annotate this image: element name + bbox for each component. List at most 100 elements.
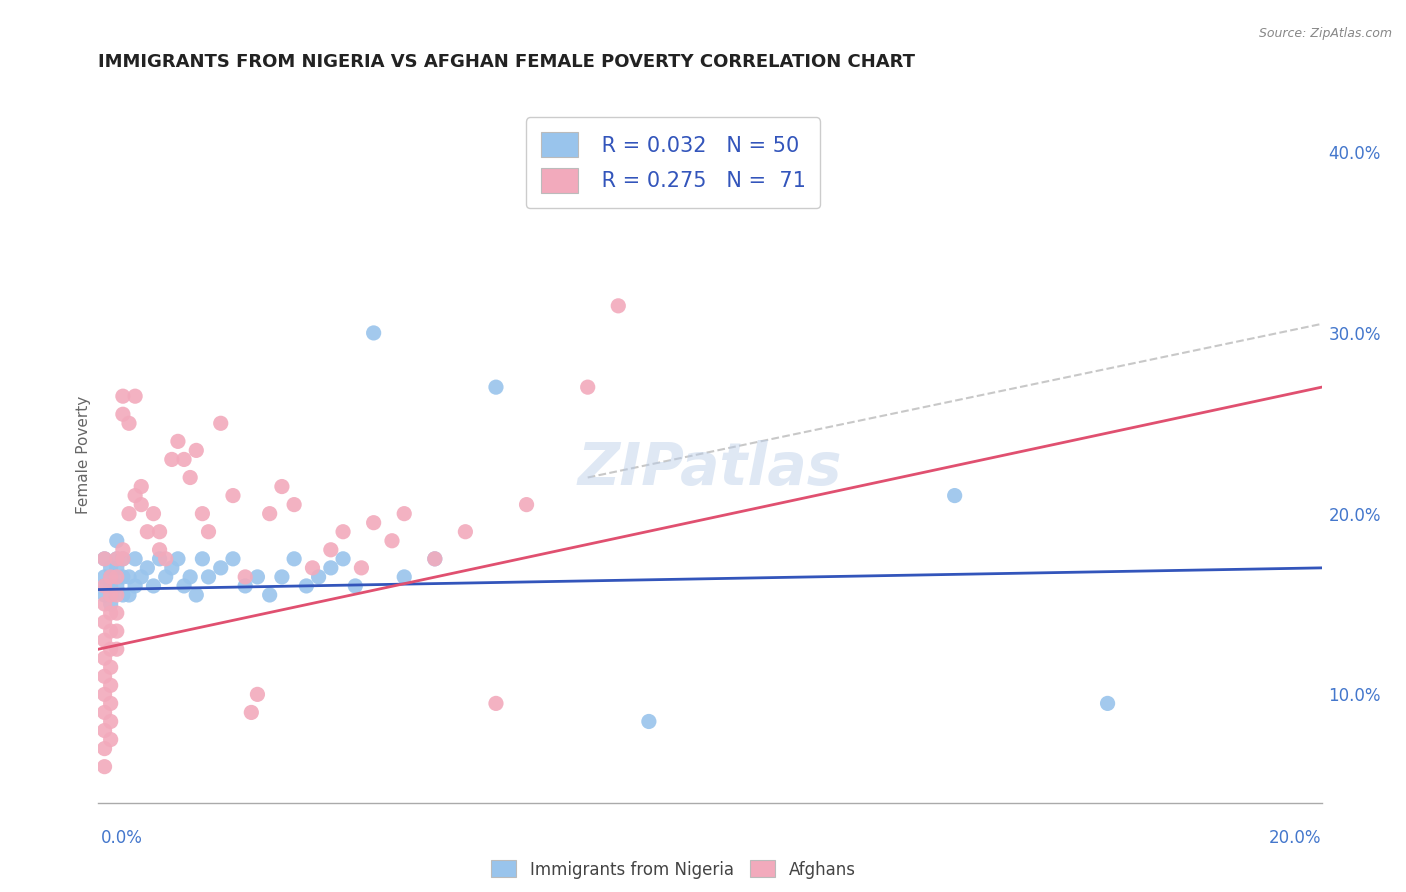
Point bbox=[283, 551, 305, 566]
Point bbox=[197, 524, 219, 539]
Point bbox=[155, 551, 177, 566]
Point bbox=[105, 570, 128, 584]
Point bbox=[295, 579, 318, 593]
Point bbox=[124, 579, 146, 593]
Point bbox=[222, 551, 245, 566]
Point bbox=[576, 380, 599, 394]
Point bbox=[100, 732, 122, 747]
Point bbox=[105, 579, 128, 593]
Point bbox=[93, 579, 115, 593]
Point bbox=[319, 542, 342, 557]
Point bbox=[392, 570, 416, 584]
Point bbox=[100, 570, 122, 584]
Point bbox=[943, 489, 966, 503]
Point bbox=[350, 561, 373, 575]
Point bbox=[454, 524, 477, 539]
Point bbox=[191, 551, 214, 566]
Point bbox=[93, 597, 115, 611]
Point bbox=[485, 697, 508, 711]
Point bbox=[111, 551, 134, 566]
Point bbox=[485, 380, 508, 394]
Point bbox=[93, 759, 115, 773]
Point bbox=[100, 579, 122, 593]
Point bbox=[149, 551, 172, 566]
Point bbox=[173, 452, 195, 467]
Point bbox=[129, 479, 152, 493]
Text: 20.0%: 20.0% bbox=[1270, 829, 1322, 847]
Point bbox=[270, 570, 292, 584]
Point bbox=[283, 498, 305, 512]
Text: IMMIGRANTS FROM NIGERIA VS AFGHAN FEMALE POVERTY CORRELATION CHART: IMMIGRANTS FROM NIGERIA VS AFGHAN FEMALE… bbox=[98, 54, 915, 71]
Point bbox=[149, 524, 172, 539]
Point bbox=[100, 642, 122, 657]
Point bbox=[197, 570, 219, 584]
Point bbox=[142, 507, 165, 521]
Point bbox=[93, 687, 115, 701]
Point bbox=[222, 489, 245, 503]
Point bbox=[363, 516, 385, 530]
Point bbox=[105, 551, 128, 566]
Point bbox=[118, 417, 141, 431]
Text: ZIPatlas: ZIPatlas bbox=[578, 441, 842, 498]
Point bbox=[100, 588, 122, 602]
Point bbox=[111, 389, 134, 403]
Point bbox=[319, 561, 342, 575]
Point bbox=[93, 588, 115, 602]
Point bbox=[129, 498, 152, 512]
Point bbox=[118, 570, 141, 584]
Point bbox=[167, 551, 190, 566]
Point bbox=[516, 498, 538, 512]
Point bbox=[607, 299, 630, 313]
Point bbox=[423, 551, 446, 566]
Point bbox=[136, 524, 159, 539]
Legend: Immigrants from Nigeria, Afghans: Immigrants from Nigeria, Afghans bbox=[478, 847, 869, 892]
Point bbox=[100, 561, 122, 575]
Point bbox=[209, 417, 232, 431]
Point bbox=[124, 551, 146, 566]
Point bbox=[124, 489, 146, 503]
Point bbox=[105, 606, 128, 620]
Point bbox=[332, 524, 354, 539]
Point bbox=[111, 542, 134, 557]
Point bbox=[301, 561, 323, 575]
Point bbox=[363, 326, 385, 340]
Point bbox=[240, 706, 263, 720]
Point bbox=[233, 579, 256, 593]
Point bbox=[637, 714, 661, 729]
Point bbox=[93, 723, 115, 738]
Point bbox=[93, 551, 115, 566]
Point bbox=[100, 597, 122, 611]
Point bbox=[160, 561, 183, 575]
Point bbox=[100, 714, 122, 729]
Point bbox=[259, 507, 281, 521]
Point bbox=[105, 642, 128, 657]
Point bbox=[93, 633, 115, 648]
Point bbox=[381, 533, 404, 548]
Point bbox=[233, 570, 256, 584]
Point bbox=[93, 570, 115, 584]
Point bbox=[179, 570, 201, 584]
Point bbox=[167, 434, 190, 449]
Point bbox=[100, 606, 122, 620]
Point bbox=[111, 570, 134, 584]
Point bbox=[423, 551, 446, 566]
Point bbox=[191, 507, 214, 521]
Point bbox=[259, 588, 281, 602]
Point bbox=[105, 551, 128, 566]
Point bbox=[136, 561, 159, 575]
Point bbox=[160, 452, 183, 467]
Point bbox=[118, 507, 141, 521]
Point bbox=[93, 706, 115, 720]
Point bbox=[111, 407, 134, 421]
Point bbox=[209, 561, 232, 575]
Point bbox=[186, 588, 208, 602]
Point bbox=[392, 507, 416, 521]
Point bbox=[186, 443, 208, 458]
Point bbox=[105, 561, 128, 575]
Point bbox=[155, 570, 177, 584]
Point bbox=[93, 579, 115, 593]
Point bbox=[100, 697, 122, 711]
Point bbox=[332, 551, 354, 566]
Point bbox=[100, 678, 122, 692]
Point bbox=[100, 570, 122, 584]
